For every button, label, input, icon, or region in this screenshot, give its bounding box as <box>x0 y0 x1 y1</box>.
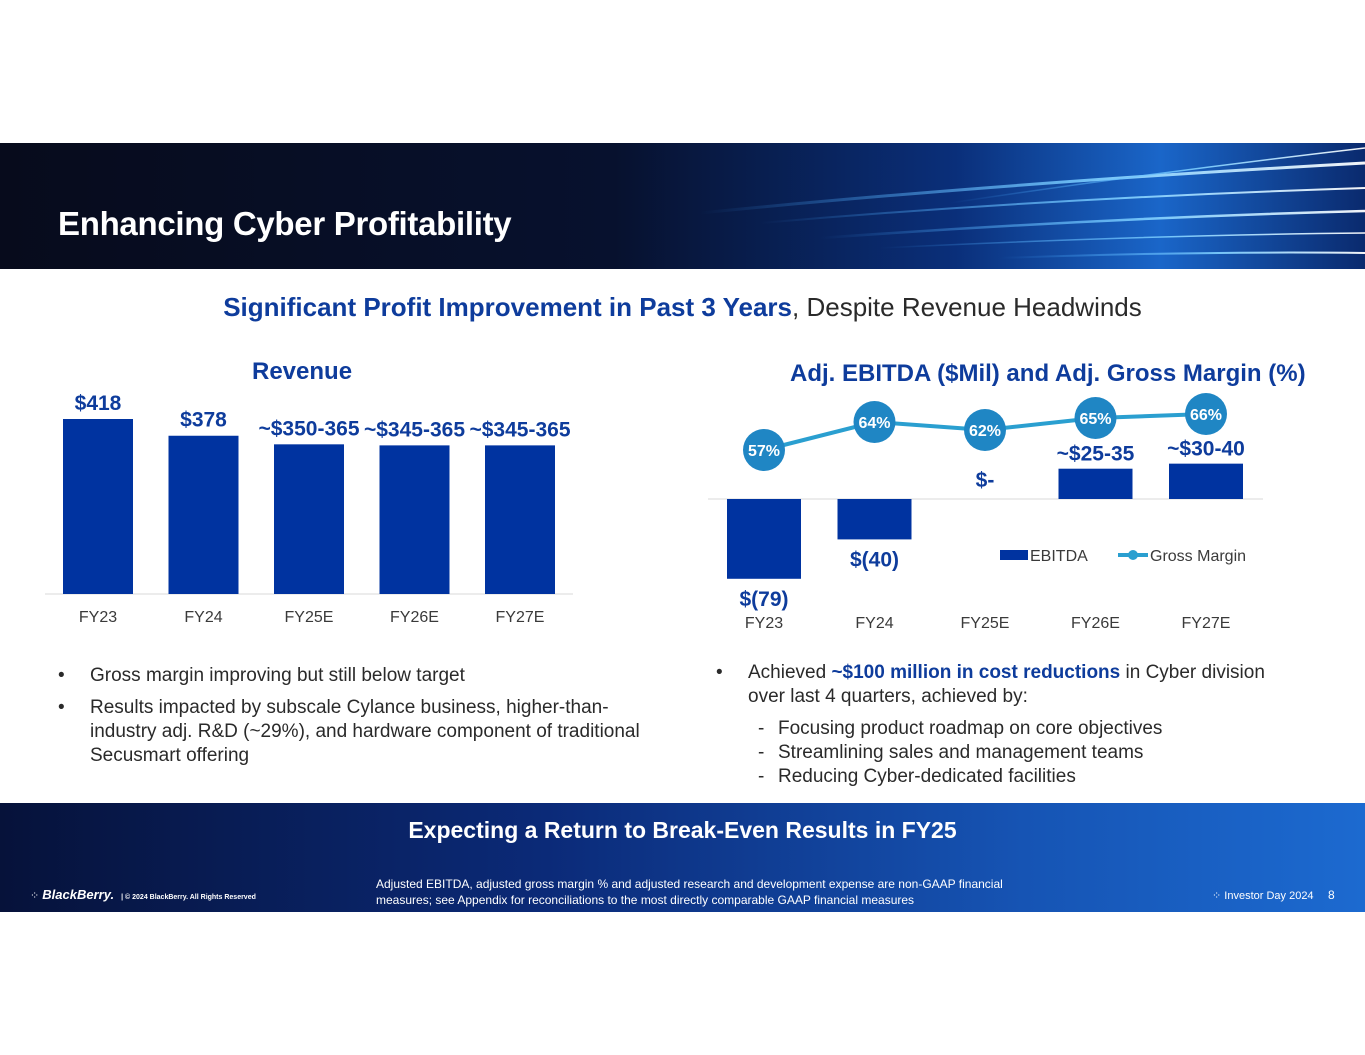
footer-banner: Expecting a Return to Break-Even Results… <box>0 803 1365 912</box>
blackberry-logo: ⁘ BlackBerry. | © 2024 BlackBerry. All R… <box>30 887 256 902</box>
footnote: Adjusted EBITDA, adjusted gross margin %… <box>376 877 1003 907</box>
slide-subtitle: Significant Profit Improvement in Past 3… <box>0 292 1365 323</box>
legend-label-gross-margin: Gross Margin <box>1150 548 1246 565</box>
left-bullet-list: • Gross margin improving but still below… <box>58 664 643 776</box>
legend-label-ebitda: EBITDA <box>1030 548 1088 565</box>
x-tick-label: FY25E <box>285 609 334 626</box>
bullet-glyph: • <box>58 697 65 718</box>
subtitle-rest: , Despite Revenue Headwinds <box>792 292 1142 322</box>
revenue-chart: $418 FY23 $378 FY24 ~$350-365 FY25E ~$345-365 F… <box>45 392 573 626</box>
gross-margin-label: 57% <box>748 443 780 460</box>
ebitda-chart-title: Adj. EBITDA ($Mil) and Adj. Gross Margin… <box>790 360 1306 387</box>
gross-margin-marker <box>1074 397 1117 439</box>
ebitda-bar <box>1058 468 1133 499</box>
revenue-data-label: ~$350-365 <box>258 417 359 440</box>
gross-margin-marker <box>964 409 1006 451</box>
list-item: • Gross margin improving but still below… <box>58 665 465 686</box>
ebitda-bar <box>837 499 912 540</box>
revenue-bar <box>379 445 450 594</box>
x-tick-label: FY23 <box>79 609 117 626</box>
revenue-data-label: ~$345-365 <box>469 418 570 441</box>
revenue-data-label: ~$345-365 <box>364 418 465 441</box>
gross-margin-marker <box>1185 393 1227 435</box>
list-item: • Achieved ~$100 million in cost reducti… <box>716 661 1306 789</box>
gross-margin-label: 62% <box>969 423 1001 440</box>
right-bullet-list: • Achieved ~$100 million in cost reducti… <box>716 661 1306 797</box>
subtitle-highlight: Significant Profit Improvement in Past 3… <box>223 292 793 322</box>
slide-title: Enhancing Cyber Profitability <box>58 205 512 242</box>
bullet-glyph: • <box>716 662 723 683</box>
ebitda-data-label: ~$30-40 <box>1167 438 1245 461</box>
legend-marker-gross-margin <box>1128 550 1138 560</box>
banner-light-rays <box>699 147 1365 259</box>
x-tick-label: FY23 <box>745 615 783 632</box>
revenue-bar <box>63 419 133 594</box>
list-item: • Results impacted by subscale Cylance b… <box>58 697 640 766</box>
chart-legend: EBITDA Gross Margin <box>1000 548 1246 565</box>
sub-list: - Focusing product roadmap on core object… <box>748 717 1306 789</box>
revenue-bar <box>485 445 555 594</box>
sub-list-item: - Focusing product roadmap on core object… <box>758 718 1163 739</box>
revenue-bar <box>168 435 239 594</box>
ebitda-data-label: $(40) <box>850 548 899 571</box>
gross-margin-marker <box>743 429 785 471</box>
bullet-glyph: • <box>58 665 65 686</box>
ebitda-data-label: $(79) <box>739 588 788 611</box>
revenue-data-label: $378 <box>180 409 227 432</box>
x-tick-label: FY24 <box>184 609 222 626</box>
gross-margin-label: 65% <box>1079 411 1111 428</box>
x-tick-label: FY27E <box>496 609 545 626</box>
x-tick-label: FY26E <box>1071 615 1120 632</box>
ebitda-gross-margin-chart: $(79) FY23 $(40) FY24 $- FY25E ~$25-35 FY26E ~$3… <box>708 393 1263 632</box>
cost-reduction-highlight: ~$100 million in cost reductions <box>831 662 1121 683</box>
legend-swatch-ebitda <box>1000 550 1028 560</box>
x-tick-label: FY27E <box>1182 615 1231 632</box>
x-tick-label: FY26E <box>390 609 439 626</box>
sub-list-item: - Streamlining sales and management teams <box>758 742 1144 763</box>
x-tick-label: FY25E <box>961 615 1010 632</box>
blackberry-icon: ⁘ <box>1212 890 1225 902</box>
ebitda-data-label: $- <box>976 469 995 492</box>
title-banner: Enhancing Cyber Profitability <box>0 143 1365 269</box>
copyright-text: | © 2024 BlackBerry. All Rights Reserved <box>121 894 256 901</box>
revenue-chart-title: Revenue <box>252 358 353 385</box>
ebitda-bar <box>727 499 801 579</box>
gross-margin-marker <box>853 401 896 443</box>
x-tick-label: FY24 <box>855 615 893 632</box>
gross-margin-label: 64% <box>858 415 890 432</box>
revenue-data-label: $418 <box>75 392 122 415</box>
sub-list-item: - Reducing Cyber-dedicated facilities <box>758 766 1076 787</box>
blackberry-icon: ⁘ <box>30 890 40 902</box>
ebitda-data-label: ~$25-35 <box>1057 443 1135 466</box>
event-label: ⁘ Investor Day 2024 <box>1212 890 1314 902</box>
footer-headline: Expecting a Return to Break-Even Results… <box>408 817 957 843</box>
revenue-bar <box>274 444 344 594</box>
page-number: 8 <box>1328 888 1335 902</box>
gross-margin-label: 66% <box>1190 407 1222 424</box>
ebitda-bar <box>1169 463 1243 499</box>
